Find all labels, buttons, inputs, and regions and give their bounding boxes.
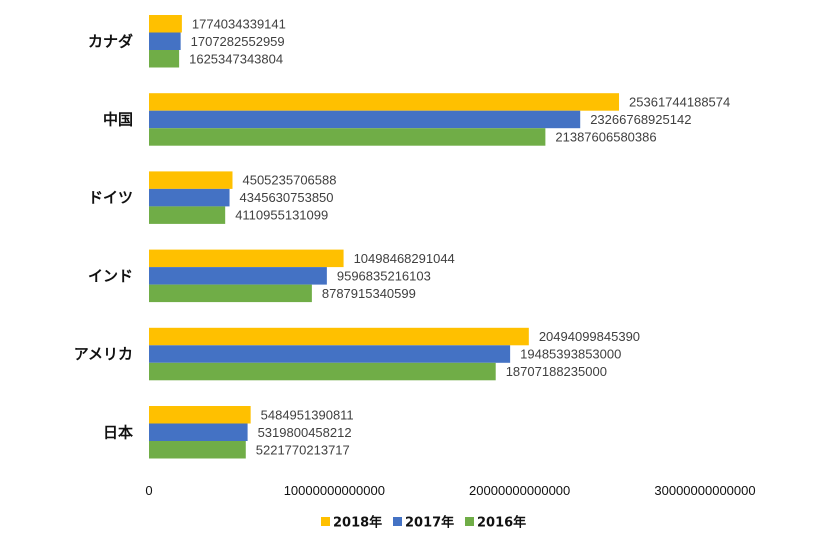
legend-swatch [321,517,330,526]
data-label: 5221770213717 [256,442,350,457]
legend-label: 2017年 [405,515,454,531]
data-label: 1774034339141 [192,16,286,31]
data-label: 10498468291044 [354,251,455,266]
category-label: カナダ [88,32,133,50]
data-label: 4505235706588 [242,173,336,188]
bar [149,188,230,207]
category-label: アメリカ [74,345,133,363]
data-label: 25361744188574 [629,94,730,109]
x-axis: 0 10000000000000 20000000000000 30000000000… [145,483,755,498]
bar [149,441,246,459]
x-tick-label: 30000000000000 [654,483,755,498]
legend-label: 2016年 [477,515,526,531]
category-label: 中国 [103,110,133,128]
data-label: 18707188235000 [506,364,607,379]
labels-layer: カナダ 1774034339141 1707282552959 16253473438… [74,16,731,457]
bar [149,267,327,285]
data-label: 19485393853000 [520,347,621,362]
bar [149,206,226,224]
data-label: 4110955131099 [235,208,328,223]
bar [149,406,251,424]
data-label: 21387606580386 [555,129,656,144]
bar [149,327,529,346]
bar [149,32,181,50]
legend-swatch [393,517,402,526]
bar [149,345,511,363]
bar [149,284,312,303]
bar [149,362,496,381]
legend: 2018年 2017年 2016年 [321,515,526,531]
x-tick-label: 0 [145,483,152,498]
data-label: 20494099845390 [539,329,640,344]
x-tick-label: 10000000000000 [284,483,385,498]
data-label: 1707282552959 [191,34,285,49]
data-label: 9596835216103 [337,268,431,283]
bar [149,171,233,189]
legend-swatch [465,517,474,526]
category-label: ドイツ [88,189,133,207]
data-label: 5484951390811 [261,407,354,422]
data-label: 1625347343804 [189,51,283,66]
bar [149,423,248,441]
bars-layer [149,15,620,459]
bar [149,50,180,68]
category-label: インド [88,267,133,285]
bar [149,15,182,33]
bar [149,128,546,146]
bar [149,249,344,268]
x-tick-label: 20000000000000 [469,483,570,498]
bar [149,110,581,129]
data-label: 23266768925142 [590,112,691,127]
bar [149,93,620,111]
data-label: 8787915340599 [322,286,416,301]
category-label: 日本 [103,423,133,441]
data-label: 4345630753850 [240,190,334,205]
legend-label: 2018年 [333,515,382,531]
data-label: 5319800458212 [258,425,352,440]
